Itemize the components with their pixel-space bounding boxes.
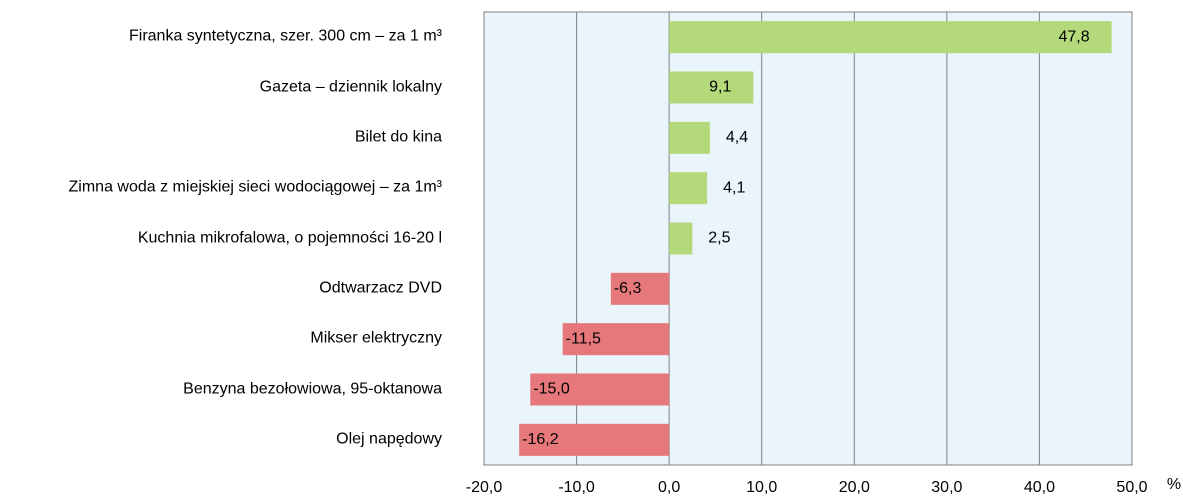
value-label: -16,2 — [522, 431, 559, 448]
value-label: 4,1 — [723, 179, 745, 196]
category-label: Gazeta – dziennik lokalny — [259, 78, 442, 95]
category-label: Bilet do kina — [354, 128, 442, 146]
bar — [669, 222, 693, 255]
value-label: -11,5 — [566, 330, 601, 347]
bar — [530, 373, 670, 406]
category-label: Firanka syntetyczna, szer. 300 cm – za 1… — [128, 27, 442, 45]
bar — [669, 71, 754, 104]
x-tick-label: 30,0 — [931, 479, 962, 496]
category-label: Odtwarzacz DVD — [319, 279, 442, 297]
bar — [519, 423, 670, 456]
bar — [610, 272, 670, 305]
x-axis-label: % — [1167, 476, 1181, 493]
category-label: Benzyna bezołowiowa, 95-oktanowa — [183, 380, 442, 397]
value-label: 4,4 — [726, 129, 748, 146]
x-tick-label: 20,0 — [839, 479, 870, 496]
category-label: Kuchnia mikrofalowa, o pojemności 16-20 … — [137, 229, 442, 246]
bar — [562, 323, 670, 356]
x-tick-label: 10,0 — [746, 479, 777, 496]
x-tick-label: 50,0 — [1116, 479, 1147, 496]
x-tick-label: -20,0 — [466, 479, 503, 496]
value-label: 47,8 — [1058, 28, 1089, 45]
plot-border — [483, 11, 1133, 466]
value-label: 9,1 — [709, 79, 731, 96]
bar — [669, 121, 710, 154]
value-label: 2,5 — [708, 230, 730, 247]
x-tick-label: 0,0 — [658, 479, 680, 496]
x-tick-label: -10,0 — [558, 479, 595, 496]
bar — [669, 172, 708, 205]
value-label: -6,3 — [614, 280, 642, 297]
bar — [669, 21, 1112, 54]
value-label: -15,0 — [533, 381, 570, 398]
category-label: Zimna woda z miejskiej sieci wodociągowe… — [68, 178, 442, 196]
x-tick-label: 40,0 — [1024, 479, 1055, 496]
category-label: Mikser elektryczny — [310, 329, 442, 347]
category-label: Olej napędowy — [336, 430, 442, 448]
